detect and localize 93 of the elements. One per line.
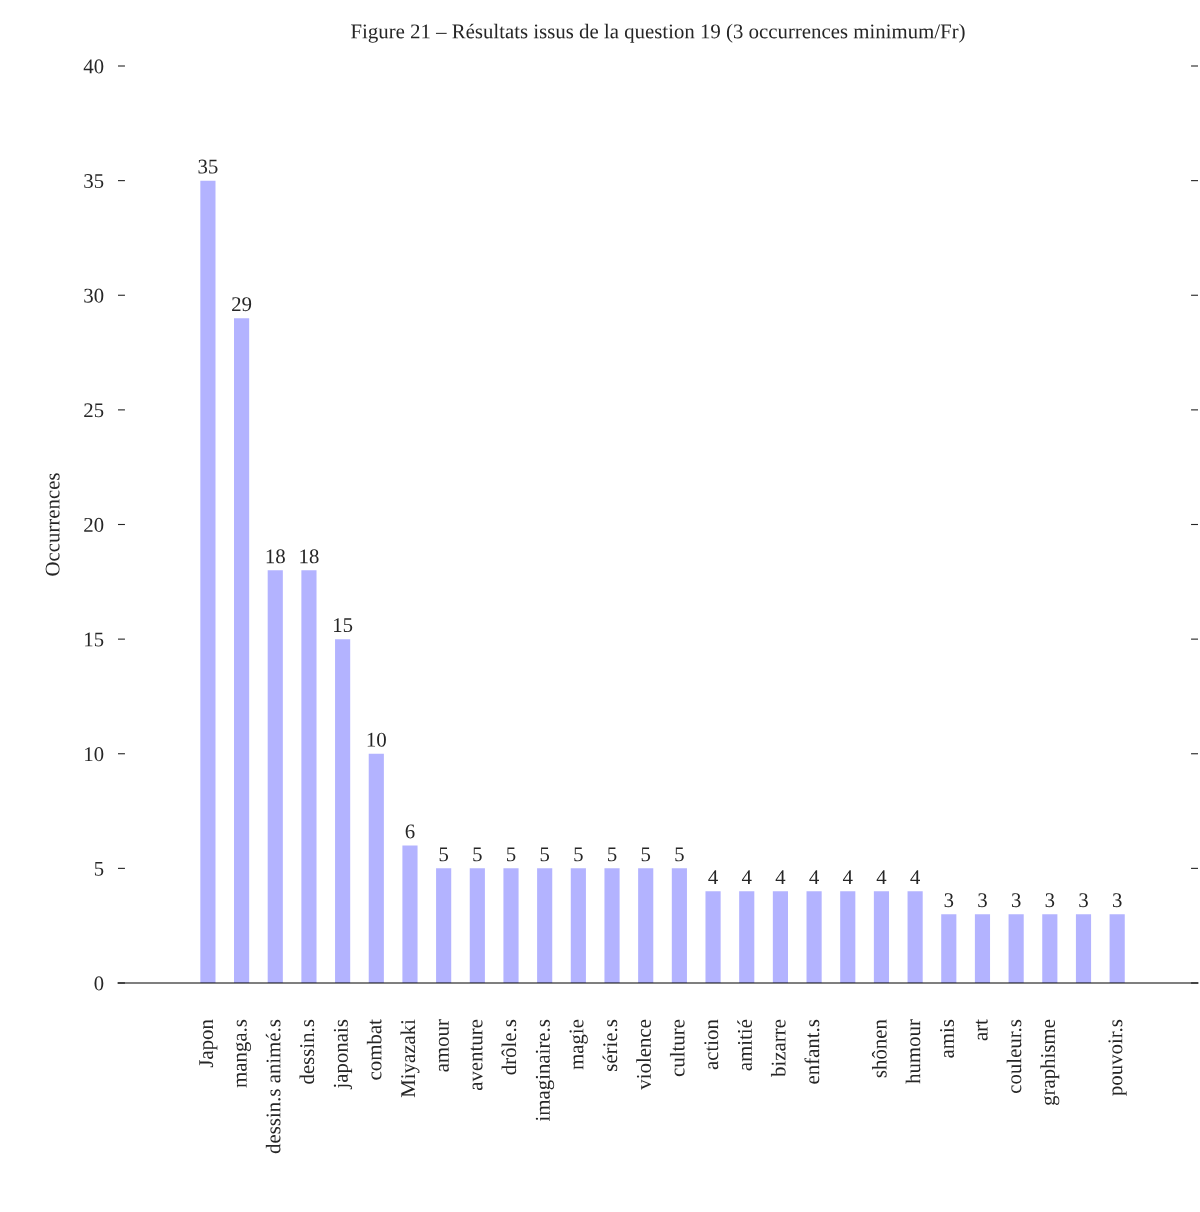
data-label: 18 [300, 549, 319, 564]
data-label: 3 [1011, 893, 1021, 908]
bar [402, 845, 418, 983]
x-tick-label: shônen [871, 1019, 887, 1078]
x-tick-label: amitié [737, 1019, 752, 1071]
x-tick-label: graphisme [1040, 1019, 1060, 1105]
bar [1042, 914, 1058, 983]
bar [537, 868, 553, 983]
bar [1008, 914, 1024, 983]
bar [469, 868, 485, 983]
data-label: 4 [741, 870, 752, 885]
data-label: 4 [842, 870, 853, 885]
x-tick-label: combat [366, 1019, 382, 1080]
data-label: 10 [367, 732, 386, 747]
bar [873, 891, 890, 983]
data-label: 5 [507, 847, 516, 862]
bar [705, 891, 721, 983]
x-tick-label: japonais [333, 1019, 353, 1090]
data-label: 4 [809, 870, 819, 885]
data-label: 18 [266, 549, 285, 564]
chart-title: Figure 21 – Résultats issus de la question 19 (3 occurrences minimum/Fr) [351, 23, 965, 43]
y-tick-label: 10 [85, 747, 104, 762]
bar [301, 570, 317, 983]
x-tick-label: amis [940, 1019, 955, 1058]
x-tick-label: violence [636, 1019, 651, 1090]
bar [267, 570, 283, 983]
data-label: 5 [540, 847, 550, 862]
bar [806, 891, 822, 983]
x-tick-label: Japon [199, 1019, 218, 1068]
bar [941, 914, 957, 983]
x-tick-label: enfant.s [804, 1019, 820, 1084]
x-tick-label: Miyazaki [400, 1019, 420, 1098]
bar [335, 639, 351, 983]
data-label: 3 [1079, 893, 1088, 908]
bar [772, 891, 788, 983]
bar [1075, 914, 1092, 983]
bar [638, 868, 654, 983]
x-tick-label: drôle.s [501, 1019, 517, 1075]
bar [974, 914, 991, 983]
x-tick-label: bizarre [770, 1019, 786, 1077]
bar [436, 868, 452, 983]
y-axis-title: Occurrences [45, 473, 60, 576]
y-tick-label: 40 [83, 59, 104, 74]
data-label: 4 [910, 870, 920, 885]
y-tick-label: 35 [84, 174, 104, 189]
bar [840, 891, 856, 983]
y-tick-label: 15 [85, 632, 104, 647]
data-label: 3 [944, 893, 954, 908]
data-label: 5 [641, 847, 651, 862]
x-tick-label: culture [669, 1019, 685, 1077]
y-tick-label: 30 [84, 288, 104, 303]
data-label: 29 [232, 297, 252, 312]
bar [368, 753, 384, 983]
x-tick-label: magie [569, 1019, 588, 1070]
bar [570, 868, 586, 983]
y-tick-label: 25 [84, 403, 104, 418]
x-tick-label: action [704, 1019, 719, 1070]
x-tick-label: série.s [602, 1019, 618, 1071]
x-tick-label: manga.s [235, 1019, 252, 1088]
bar [1109, 914, 1125, 983]
x-tick-label: pouvoir.s [1108, 1019, 1127, 1096]
x-tick-label: dessin.s animé.s [265, 1019, 281, 1154]
x-tick-label: dessin.s [299, 1019, 315, 1084]
data-label: 5 [574, 847, 583, 862]
data-label: 4 [708, 870, 718, 885]
bar [671, 868, 687, 983]
bar [503, 868, 519, 983]
bar [200, 180, 216, 983]
x-tick-label: imaginaire.s [535, 1019, 555, 1122]
data-label: 6 [405, 824, 415, 839]
data-label: 4 [775, 870, 786, 885]
y-tick-label: 20 [84, 517, 104, 532]
x-tick-label: art [975, 1019, 988, 1041]
data-label: 3 [1112, 893, 1122, 908]
bar [604, 868, 620, 983]
bar [234, 318, 250, 983]
bar [739, 891, 755, 983]
data-label: 5 [473, 847, 482, 862]
data-label: 5 [675, 847, 684, 862]
x-tick-label: humour [905, 1019, 921, 1084]
data-label: 5 [439, 847, 449, 862]
data-label: 3 [978, 893, 987, 908]
data-label: 4 [876, 870, 887, 885]
bar [907, 891, 923, 983]
data-label: 3 [1045, 893, 1055, 908]
data-label: 5 [608, 847, 617, 862]
x-tick-label: couleur.s [1006, 1019, 1022, 1093]
data-label: 35 [198, 159, 218, 174]
y-tick-label: 5 [94, 861, 104, 876]
x-tick-label: amour [438, 1019, 449, 1072]
y-tick-label: 0 [94, 976, 104, 991]
x-tick-label: aventure [470, 1019, 483, 1091]
data-label: 15 [334, 618, 353, 633]
